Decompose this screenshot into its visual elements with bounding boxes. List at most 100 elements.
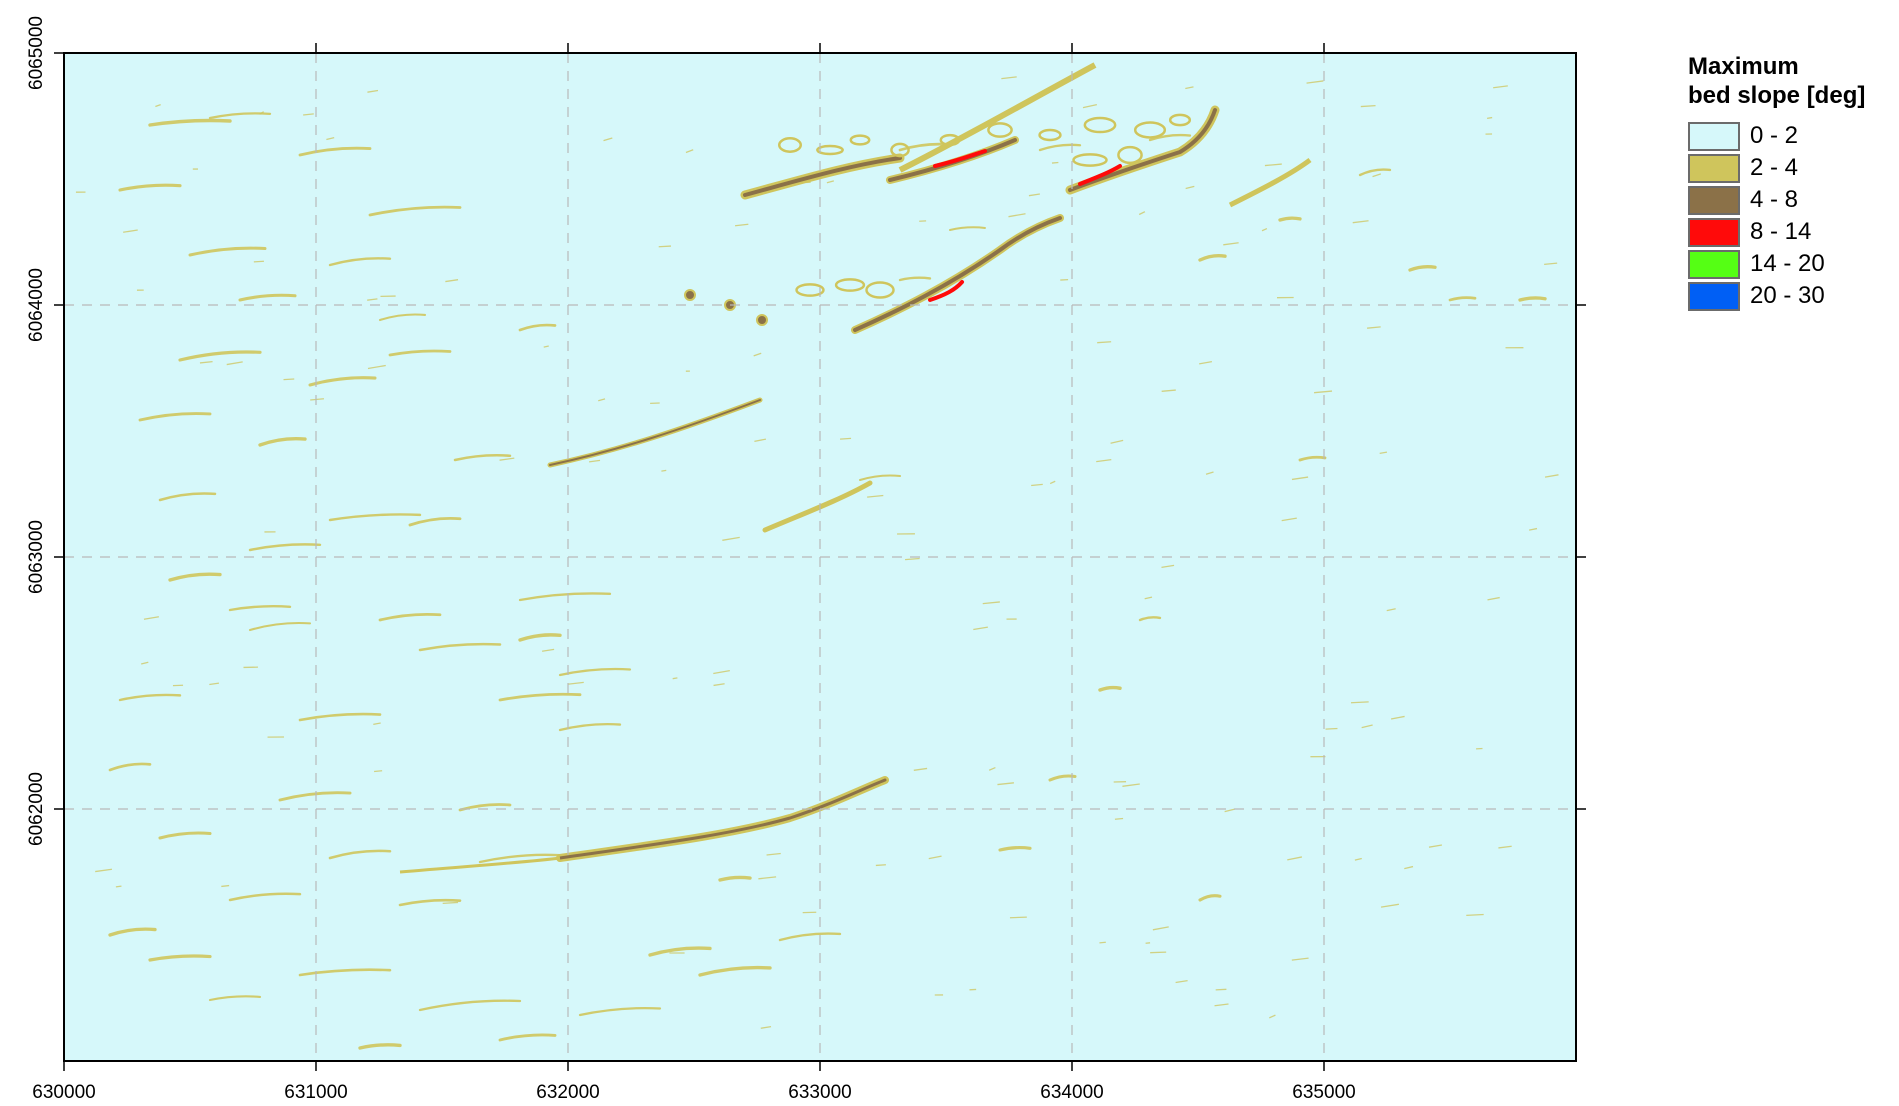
slope-speckle [1544, 474, 1559, 478]
rugged-patch [1133, 121, 1167, 139]
ridge-northeast-steep [1078, 164, 1122, 186]
slope-speckle [1428, 844, 1443, 848]
x-tick-label: 634000 [1040, 1082, 1103, 1103]
slope-streak [248, 621, 312, 632]
slope-streak [328, 257, 392, 267]
slope-speckle [672, 677, 678, 680]
rugged-patch [865, 281, 895, 299]
legend-item: 2 - 4 [1688, 152, 1888, 184]
slope-speckle [1161, 564, 1175, 569]
slope-streak [898, 276, 932, 282]
legend-swatch [1688, 185, 1740, 215]
slope-streak [858, 474, 902, 482]
slope-speckle [442, 901, 459, 905]
ridge-northeast [1068, 108, 1217, 192]
slope-streak [1298, 455, 1327, 462]
slope-speckle [1214, 1003, 1229, 1007]
slope-speckle [1291, 476, 1309, 481]
slope-speckle [754, 438, 767, 442]
legend: Maximum bed slope [deg] 0 - 2 2 - 4 4 - … [1688, 52, 1888, 312]
grid-lines [64, 53, 1576, 1061]
slope-speckle [713, 683, 725, 687]
slope-streak [208, 112, 272, 120]
slope-speckle [661, 469, 667, 472]
slope-speckle [1325, 727, 1338, 730]
slope-streak [248, 543, 322, 552]
slope-streak [1448, 296, 1477, 302]
slope-speckle [973, 626, 988, 631]
rugged-patch [1072, 153, 1108, 167]
y-axis-labels: 6065000 6064000 6063000 6062000 [26, 16, 47, 846]
slope-speckle [283, 378, 295, 381]
slope-speckle [1314, 390, 1333, 394]
legend-label: 0 - 2 [1750, 122, 1799, 149]
slope-speckle [1114, 817, 1124, 820]
slope-speckle [567, 681, 584, 685]
slope-streak [1098, 685, 1122, 692]
rugged-patch [1038, 128, 1062, 142]
slope-speckle [1008, 213, 1026, 218]
x-tick-label: 635000 [1292, 1082, 1355, 1103]
slope-speckle [1493, 85, 1508, 89]
slope-speckle [1486, 116, 1493, 119]
slope-streak [148, 954, 212, 962]
slope-speckle [199, 361, 213, 364]
slope-speckle [1031, 483, 1043, 487]
slope-speckle [1161, 389, 1176, 392]
legend-title: Maximum bed slope [deg] [1688, 52, 1888, 110]
slope-speckle [373, 722, 381, 726]
slope-speckle [1291, 957, 1309, 961]
legend-label: 2 - 4 [1750, 154, 1799, 181]
slope-streak [1148, 133, 1192, 142]
slope-streak [328, 513, 422, 522]
slope-speckle [603, 137, 613, 142]
major-ridge-southwest [558, 778, 887, 860]
slope-streak [278, 791, 352, 802]
legend-item: 8 - 14 [1688, 216, 1888, 248]
slope-streak [158, 492, 217, 502]
slope-speckle [259, 111, 264, 115]
slope-speckle [1360, 104, 1376, 108]
ridge-north-upper [898, 62, 1097, 173]
slope-speckle [445, 279, 459, 283]
slope-speckle [155, 104, 161, 108]
slope-speckle [713, 670, 730, 675]
mound [684, 289, 696, 301]
legend-label: 20 - 30 [1750, 282, 1825, 309]
slope-speckle [658, 245, 672, 248]
slope-speckle [1096, 458, 1112, 463]
ridge-northeast [1228, 157, 1312, 208]
slope-speckle [1306, 80, 1324, 84]
slope-speckle [1150, 951, 1167, 954]
slope-speckle [1224, 808, 1235, 813]
slope-speckle [1199, 361, 1213, 365]
slope-speckle [753, 352, 762, 357]
slope-speckle [1372, 173, 1382, 178]
slope-speckle [758, 876, 777, 880]
slope-streak [418, 642, 502, 652]
ridge-north-lower-steep [928, 280, 964, 302]
slope-streak [368, 205, 462, 217]
slope-speckle [1379, 451, 1388, 454]
legend-item: 0 - 2 [1688, 120, 1888, 152]
slope-speckle [1082, 104, 1098, 109]
legend-item: 20 - 30 [1688, 280, 1888, 312]
slope-streak [648, 946, 712, 957]
major-ridge-southwest [399, 856, 561, 874]
slope-speckle [1097, 341, 1112, 344]
rugged-patch [816, 144, 844, 156]
slope-speckle [988, 766, 996, 771]
slope-speckle [367, 364, 386, 370]
slope-streak [718, 875, 752, 882]
slope-speckle [1354, 857, 1362, 861]
slope-speckle [766, 852, 781, 856]
y-tick-label: 6064000 [26, 268, 47, 342]
axis-ticks [54, 43, 1586, 1071]
slope-speckle [1215, 988, 1227, 991]
slope-speckle [1544, 262, 1558, 266]
slope-speckle [1466, 913, 1484, 917]
slope-streak [558, 722, 622, 732]
legend-list: 0 - 2 2 - 4 4 - 8 8 - 14 14 - 20 20 - 30 [1688, 120, 1888, 312]
slope-streak [1038, 143, 1082, 152]
